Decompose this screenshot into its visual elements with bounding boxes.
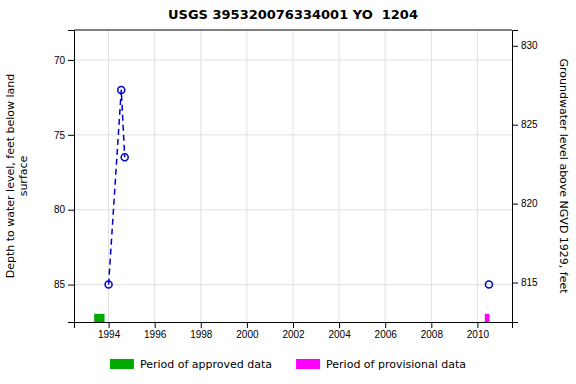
x-axis-tick-mark xyxy=(293,322,294,328)
legend-label: Period of provisional data xyxy=(326,358,466,371)
x-axis-tick-mark xyxy=(201,322,202,328)
y2-axis-tick-mark xyxy=(512,204,518,205)
title: USGS 395320076334001 YO 1204 xyxy=(168,7,418,22)
grid-line-x xyxy=(477,30,478,322)
y-axis: 70 75 80 85 xyxy=(54,31,75,323)
grid-line-y xyxy=(74,59,512,60)
grid-line-y xyxy=(74,134,512,135)
series-marker xyxy=(485,281,492,288)
x-axis-tick-label: 2004 xyxy=(328,329,351,340)
y-axis-tick: 70 xyxy=(54,55,74,66)
x-axis-tick: 1994 xyxy=(98,322,121,340)
legend-swatch xyxy=(110,359,134,369)
y2-axis-tick-mark xyxy=(512,283,518,284)
x-axis-tick: 1998 xyxy=(190,322,213,340)
legend-item: Period of approved data xyxy=(110,358,272,371)
chart: 1994 1996 1998 2000 2002 2004 2006 2008 2010 70 75… xyxy=(0,0,576,384)
y-axis-tick-mark xyxy=(68,135,74,136)
y2-axis-tick-label: 815 xyxy=(521,277,538,288)
legend-item: Period of provisional data xyxy=(296,358,466,371)
plot-area: 1994 1996 1998 2000 2002 2004 2006 2008 2010 70 75… xyxy=(54,30,538,340)
grid-line-x xyxy=(293,30,294,322)
y-axis-title: Depth to water level, feet below landsur… xyxy=(4,74,30,279)
period-bar xyxy=(485,314,490,322)
y-axis-tick-mark xyxy=(68,285,74,286)
y2-axis: 830 825 820 815 xyxy=(512,31,538,323)
plot-frame xyxy=(74,30,512,31)
x-axis-tick-label: 1998 xyxy=(190,329,213,340)
x-axis-tick-mark xyxy=(339,322,340,328)
legend: Period of approved data Period of provisi… xyxy=(110,358,466,371)
series-marker xyxy=(118,86,125,93)
grid-line-x xyxy=(108,30,109,322)
series-marker xyxy=(105,281,112,288)
y-axis-tick-label: 85 xyxy=(54,279,66,290)
grid-line-x xyxy=(339,30,340,322)
marks xyxy=(94,86,492,322)
grid-line-x xyxy=(154,30,155,322)
grid-line-x xyxy=(385,30,386,322)
grid-line-x xyxy=(431,30,432,322)
y2-axis-tick-mark xyxy=(512,125,518,126)
y2-axis-tick: 825 xyxy=(512,119,538,130)
x-axis-tick: 2008 xyxy=(421,322,444,340)
x-axis-tick: 1996 xyxy=(144,322,167,340)
legend-swatch xyxy=(296,359,320,369)
x-axis-tick: 2002 xyxy=(282,322,305,340)
y-axis-tick: 75 xyxy=(54,130,74,141)
x-axis-tick-label: 2010 xyxy=(467,329,490,340)
grid-line-x xyxy=(200,30,201,322)
y-axis-tick: 80 xyxy=(54,204,74,215)
x-axis-tick-label: 1994 xyxy=(98,329,121,340)
y-axis-tick: 85 xyxy=(54,279,74,290)
x-axis-tick-label: 2006 xyxy=(375,329,398,340)
legend-label: Period of approved data xyxy=(140,358,272,371)
grid xyxy=(74,30,512,322)
y2-axis-tick: 815 xyxy=(512,277,538,288)
y-axis-line xyxy=(68,31,75,323)
x-axis-tick-label: 1996 xyxy=(144,329,167,340)
y-axis-tick-label: 75 xyxy=(54,130,66,141)
x-axis-tick-label: 2000 xyxy=(236,329,259,340)
grid-line-y xyxy=(74,284,512,285)
y2-axis-tick-label: 820 xyxy=(521,198,538,209)
x-axis-tick-mark xyxy=(477,322,478,328)
y-axis-tick-mark xyxy=(68,210,74,211)
x-axis-tick-mark xyxy=(247,322,248,328)
x-axis-tick-mark xyxy=(385,322,386,328)
y2-axis-tick: 830 xyxy=(512,40,538,51)
y-axis-tick-label: 70 xyxy=(54,55,66,66)
x-axis-tick-label: 2008 xyxy=(421,329,444,340)
grid-line-x xyxy=(246,30,247,322)
series-marker xyxy=(121,154,128,161)
x-axis-tick: 2004 xyxy=(328,322,351,340)
x-axis-tick: 2006 xyxy=(375,322,398,340)
x-axis-tick-mark xyxy=(155,322,156,328)
x-axis-line xyxy=(75,323,513,329)
grid-line-y xyxy=(74,209,512,210)
y2-axis-tick-label: 830 xyxy=(521,40,538,51)
x-axis-tick: 2000 xyxy=(236,322,259,340)
y2-axis-tick-label: 825 xyxy=(521,119,538,130)
x-axis-tick-label: 2002 xyxy=(282,329,305,340)
x-axis: 1994 1996 1998 2000 2002 2004 2006 2008 2010 xyxy=(75,322,513,340)
series-line xyxy=(109,90,125,285)
y2-axis-tick-mark xyxy=(512,46,518,47)
y2-axis-line xyxy=(513,31,519,323)
x-axis-tick: 2010 xyxy=(467,322,490,340)
period-bar xyxy=(94,314,104,322)
y-axis-tick-mark xyxy=(68,60,74,61)
x-axis-tick-mark xyxy=(109,322,110,328)
y2-axis-tick: 820 xyxy=(512,198,538,209)
y-axis-tick-label: 80 xyxy=(54,204,66,215)
y2-axis-title: Groundwater level above NGVD 1929, feet xyxy=(557,58,570,294)
x-axis-tick-mark xyxy=(431,322,432,328)
